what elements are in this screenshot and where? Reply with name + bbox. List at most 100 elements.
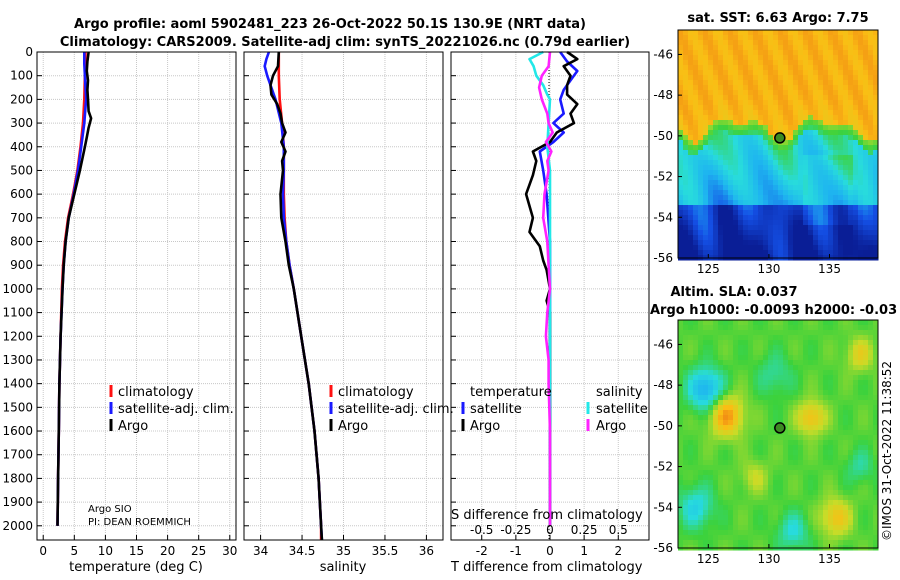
heatmap-cell xyxy=(818,250,824,256)
heatmap-cell xyxy=(713,180,719,186)
heatmap-cell xyxy=(703,75,709,81)
heatmap-cell xyxy=(773,155,779,161)
heatmap-cell xyxy=(853,40,859,46)
heatmap-cell xyxy=(828,80,834,86)
x-tick-label: 0 xyxy=(546,544,554,558)
heatmap-cell xyxy=(828,110,834,116)
heatmap-cell xyxy=(868,185,874,191)
heatmap-cell xyxy=(753,430,759,436)
heatmap-cell xyxy=(843,150,849,156)
heatmap-cell xyxy=(718,155,724,161)
heatmap-cell xyxy=(863,105,869,111)
heatmap-cell xyxy=(753,130,759,136)
heatmap-cell xyxy=(733,385,739,391)
heatmap-cell xyxy=(863,370,869,376)
heatmap-cell xyxy=(733,170,739,176)
heatmap-cell xyxy=(823,460,829,466)
x-tick-label: -2 xyxy=(476,544,488,558)
heatmap-cell xyxy=(858,180,864,186)
heatmap-cell xyxy=(843,210,849,216)
heatmap-cell xyxy=(723,515,729,521)
heatmap-cell xyxy=(788,75,794,81)
heatmap-cell xyxy=(703,85,709,91)
heatmap-cell xyxy=(693,400,699,406)
heatmap-cell xyxy=(713,40,719,46)
heatmap-cell xyxy=(823,165,829,171)
heatmap-cell xyxy=(743,250,749,256)
heatmap-cell xyxy=(703,250,709,256)
heatmap-cell xyxy=(768,195,774,201)
heatmap-cell xyxy=(788,320,794,326)
heatmap-cell xyxy=(823,65,829,71)
heatmap-cell xyxy=(823,140,829,146)
heatmap-cell xyxy=(763,345,769,351)
heatmap-cell xyxy=(838,195,844,201)
heatmap-cell xyxy=(708,130,714,136)
heatmap-cell xyxy=(708,365,714,371)
heatmap-cell xyxy=(793,250,799,256)
heatmap-cell xyxy=(833,190,839,196)
heatmap-cell xyxy=(818,55,824,61)
heatmap-cell xyxy=(683,220,689,226)
heatmap-cell xyxy=(733,525,739,531)
heatmap-cell xyxy=(728,435,734,441)
heatmap-cell xyxy=(733,540,739,546)
heatmap-cell xyxy=(763,455,769,461)
heatmap-cell xyxy=(723,70,729,76)
heatmap-cell xyxy=(863,330,869,336)
heatmap-cell xyxy=(778,435,784,441)
heatmap-cell xyxy=(763,150,769,156)
heatmap-cell xyxy=(833,40,839,46)
heatmap-cell xyxy=(793,90,799,96)
heatmap-cell xyxy=(713,485,719,491)
heatmap-cell xyxy=(793,40,799,46)
heatmap-cell xyxy=(793,225,799,231)
heatmap-cell xyxy=(828,90,834,96)
heatmap-cell xyxy=(798,530,804,536)
heatmap-cell xyxy=(843,410,849,416)
heatmap-cell xyxy=(863,120,869,126)
heatmap-cell xyxy=(873,105,879,111)
heatmap-cell xyxy=(738,370,744,376)
x-tick-label: 35.5 xyxy=(372,544,399,558)
heatmap-cell xyxy=(733,375,739,381)
heatmap-cell xyxy=(833,95,839,101)
heatmap-cell xyxy=(803,420,809,426)
heatmap-cell xyxy=(773,110,779,116)
heatmap-cell xyxy=(803,75,809,81)
heatmap-cell xyxy=(738,120,744,126)
heatmap-cell xyxy=(688,140,694,146)
heatmap-cell xyxy=(788,230,794,236)
heatmap-cell xyxy=(703,495,709,501)
heatmap-cell xyxy=(818,185,824,191)
heatmap-cell xyxy=(803,115,809,121)
heatmap-cell xyxy=(843,220,849,226)
heatmap-cell xyxy=(863,115,869,121)
heatmap-cell xyxy=(808,370,814,376)
heatmap-cell xyxy=(863,225,869,231)
heatmap-cell xyxy=(823,325,829,331)
heatmap-cell xyxy=(688,335,694,341)
heatmap-cell xyxy=(778,190,784,196)
heatmap-cell xyxy=(838,90,844,96)
heatmap-cell xyxy=(813,145,819,151)
heatmap-cell xyxy=(788,250,794,256)
heatmap-cell xyxy=(703,245,709,251)
heatmap-cell xyxy=(808,155,814,161)
heatmap-cell xyxy=(743,375,749,381)
heatmap-cell xyxy=(828,170,834,176)
heatmap-cell xyxy=(828,105,834,111)
heatmap-cell xyxy=(853,190,859,196)
heatmap-cell xyxy=(793,325,799,331)
heatmap-cell xyxy=(723,215,729,221)
heatmap-cell xyxy=(868,85,874,91)
heatmap-cell xyxy=(868,245,874,251)
heatmap-cell xyxy=(863,230,869,236)
temperature-xticks: 0 5 10 15 20 25 30 xyxy=(37,51,237,558)
heatmap-cell xyxy=(698,425,704,431)
heatmap-cell xyxy=(838,190,844,196)
heatmap-cell xyxy=(743,35,749,41)
heatmap-cell xyxy=(768,165,774,171)
heatmap-cell xyxy=(723,320,729,326)
heatmap-cell xyxy=(778,345,784,351)
